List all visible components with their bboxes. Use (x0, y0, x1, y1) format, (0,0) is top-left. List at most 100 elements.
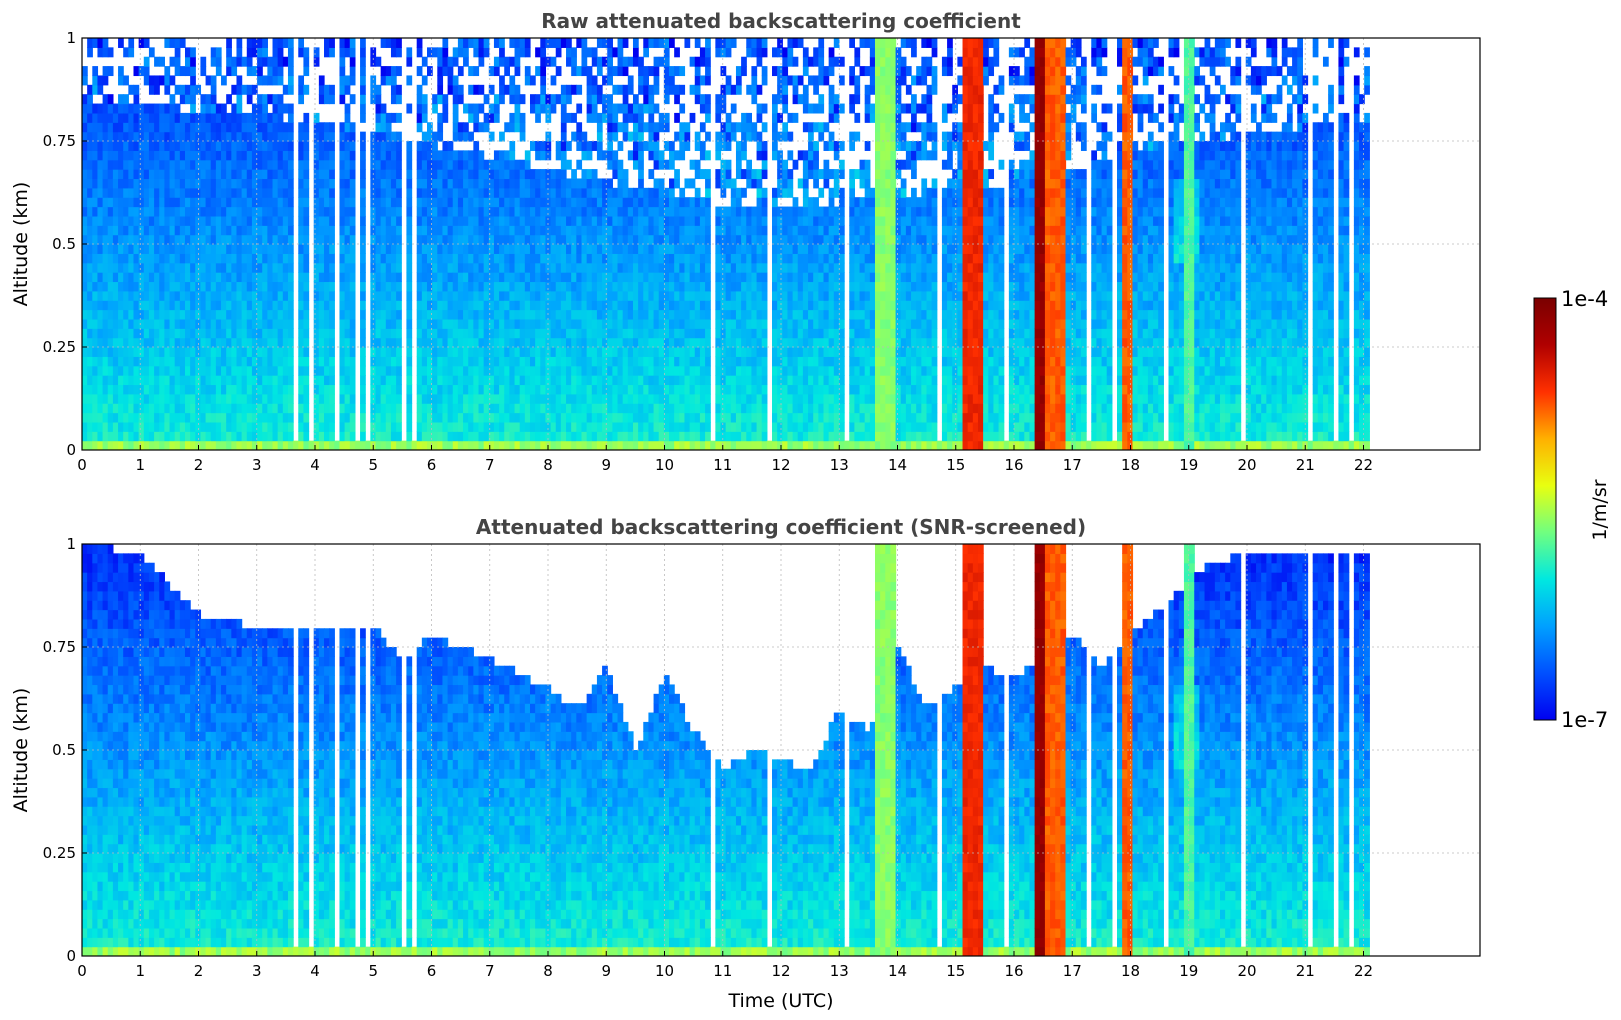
heatmap-cell (689, 159, 696, 170)
heatmap-cell (442, 169, 449, 180)
heatmap-cell (622, 253, 629, 264)
heatmap-cell (663, 159, 670, 170)
heatmap-cell (756, 47, 763, 58)
heatmap-cell (566, 318, 572, 329)
heatmap-cell (298, 393, 305, 404)
heatmap-cell (344, 421, 351, 432)
heatmap-cell (669, 300, 675, 311)
heatmap-cell (262, 375, 268, 386)
heatmap-cell (344, 412, 351, 423)
heatmap-cell (205, 178, 212, 189)
heatmap-cell (123, 356, 129, 367)
heatmap-cell (571, 375, 577, 386)
heatmap-cell (107, 337, 114, 348)
heatmap-cell (231, 122, 238, 133)
heatmap-cell (669, 403, 675, 414)
heatmap-cell (421, 253, 428, 264)
heatmap-cell (777, 290, 783, 301)
heatmap-cell (267, 300, 274, 311)
heatmap-cell (380, 365, 387, 376)
heatmap-cell (442, 253, 449, 264)
heatmap-cell (756, 403, 763, 414)
heatmap-cell (339, 244, 346, 254)
heatmap-cell (777, 169, 783, 180)
heatmap-cell (262, 234, 268, 245)
heatmap-cell (581, 365, 588, 376)
heatmap-cell (262, 112, 268, 123)
heatmap-cell (154, 347, 160, 357)
heatmap-cell (524, 318, 531, 329)
heatmap-cell (751, 384, 758, 395)
heatmap-cell (751, 169, 758, 180)
heatmap-cell (447, 431, 454, 442)
heatmap-cell (246, 253, 253, 264)
heatmap-cell (540, 178, 547, 189)
heatmap-cell (143, 159, 150, 170)
heatmap-cell (272, 421, 279, 432)
heatmap-cell (504, 356, 510, 367)
heatmap-cell (772, 309, 778, 320)
heatmap-cell (663, 244, 670, 254)
heatmap-cell (694, 159, 701, 170)
heatmap-cell (478, 56, 485, 67)
heatmap-cell (442, 206, 449, 217)
heatmap-cell (617, 365, 624, 376)
heatmap-cell (344, 431, 351, 442)
heatmap-cell (416, 159, 423, 170)
heatmap-cell (555, 384, 562, 395)
heatmap-cell (82, 178, 88, 189)
heatmap-cell (251, 431, 258, 442)
heatmap-cell (421, 272, 428, 283)
heatmap-cell (576, 131, 583, 142)
heatmap-cell (643, 403, 650, 414)
heatmap-cell (468, 328, 474, 339)
heatmap-cell (694, 337, 701, 348)
heatmap-cell (509, 440, 516, 450)
heatmap-cell (349, 328, 356, 339)
heatmap-cell (452, 122, 459, 133)
heatmap-cell (257, 431, 263, 442)
heatmap-cell (190, 318, 196, 329)
heatmap-cell (159, 318, 165, 329)
heatmap-cell (231, 206, 238, 217)
heatmap-cell (669, 328, 675, 339)
heatmap-cell (236, 290, 243, 301)
heatmap-cell (138, 159, 145, 170)
heatmap-cell (473, 290, 480, 301)
heatmap-cell (421, 159, 428, 170)
heatmap-cell (164, 365, 171, 376)
heatmap-cell (648, 84, 655, 95)
heatmap-cell (236, 225, 243, 236)
heatmap-cell (751, 309, 758, 320)
heatmap-cell (437, 356, 444, 367)
heatmap-cell (730, 318, 737, 329)
heatmap-cell (741, 393, 747, 404)
heatmap-cell (179, 131, 186, 142)
heatmap-cell (586, 431, 593, 442)
heatmap-cell (581, 384, 588, 395)
heatmap-cell (87, 431, 93, 442)
heatmap-cell (303, 122, 310, 133)
heatmap-cell (607, 318, 613, 329)
heatmap-cell (581, 328, 588, 339)
heatmap-cell (674, 206, 680, 217)
heatmap-cell (761, 375, 768, 386)
heatmap-cell (112, 412, 119, 423)
heatmap-cell (741, 440, 747, 450)
heatmap-cell (751, 440, 758, 450)
heatmap-cell (241, 56, 248, 67)
heatmap-cell (607, 253, 613, 264)
heatmap-cell (375, 141, 382, 151)
heatmap-cell (699, 431, 706, 442)
heatmap-cell (679, 328, 686, 339)
heatmap-cell (684, 197, 691, 208)
heatmap-cell (586, 272, 593, 283)
heatmap-cell (705, 440, 711, 450)
heatmap-cell (658, 300, 665, 311)
heatmap-cell (442, 262, 449, 273)
heatmap-cell (385, 262, 392, 273)
heatmap-cell (591, 94, 598, 105)
heatmap-cell (705, 47, 711, 58)
heatmap-cell (159, 337, 165, 348)
heatmap-cell (92, 187, 99, 198)
